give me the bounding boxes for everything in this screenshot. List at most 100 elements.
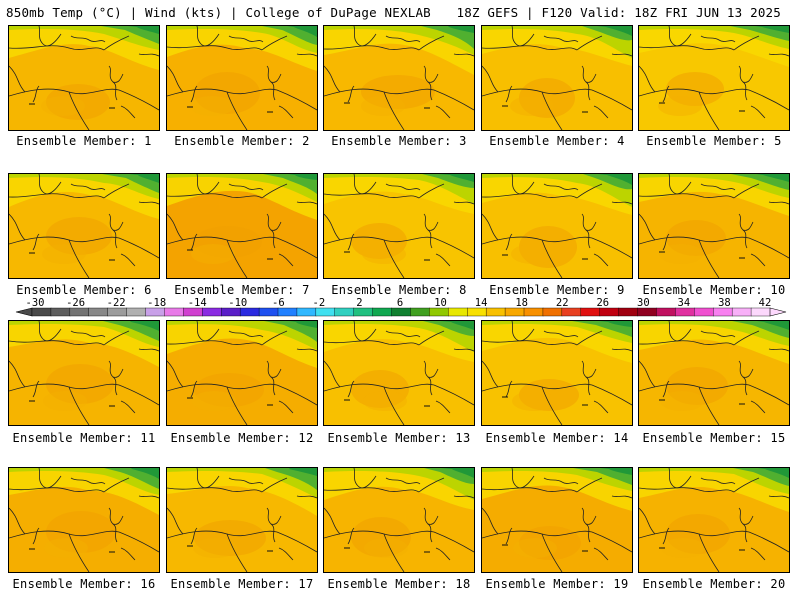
ensemble-member-caption: Ensemble Member: 15 [642,431,786,445]
ensemble-member-caption: Ensemble Member: 10 [642,283,786,297]
valid-time-label: 18Z GEFS | F120 Valid: 18Z FRI JUN 13 20… [456,5,781,20]
ensemble-member-caption: Ensemble Member: 3 [331,134,467,148]
ensemble-map-panel [166,25,318,131]
ensemble-map-panel [323,173,475,279]
colorbar-tick-label: 18 [515,297,528,309]
map-graphic [482,321,632,425]
colorbar-swatch [542,307,563,317]
colorbar-tick-label: 38 [718,297,731,309]
colorbar-swatch [145,307,165,317]
ensemble-map-panel [8,467,160,573]
map-graphic [324,321,474,425]
product-title: 850mb Temp (°C) | Wind (kts) | College o… [6,5,431,20]
colorbar-swatch [69,307,90,317]
ensemble-member-caption: Ensemble Member: 5 [646,134,782,148]
colorbar-swatch [126,307,147,317]
colorbar-tick-label: 14 [475,297,488,309]
map-graphic [639,468,789,572]
ensemble-member-caption: Ensemble Member: 2 [174,134,310,148]
colorbar-tick-label: 2 [356,297,362,309]
map-graphic [9,26,159,130]
ensemble-member-caption: Ensemble Member: 17 [170,577,314,591]
colorbar-swatch [656,307,676,317]
map-graphic [324,174,474,278]
ensemble-map-panel [481,320,633,426]
colorbar-tick-label: -10 [228,297,247,309]
ensemble-map-panel [323,25,475,131]
colorbar-swatch [239,307,260,317]
ensemble-map-panel [8,25,160,131]
colorbar-swatch [258,307,279,317]
ensemble-member-caption: Ensemble Member: 14 [485,431,629,445]
colorbar-swatch [561,307,582,317]
colorbar-swatch [448,307,468,317]
ensemble-map-panel [323,467,475,573]
ensemble-member-caption: Ensemble Member: 18 [327,577,471,591]
map-graphic [9,174,159,278]
colorbar-swatch [580,307,601,317]
colorbar-tick-label: -6 [272,297,285,309]
map-graphic [167,321,317,425]
ensemble-map-panel [638,320,790,426]
colorbar-swatch [485,307,506,317]
colorbar-swatch [107,307,128,317]
map-graphic [482,468,632,572]
map-graphic [482,26,632,130]
ensemble-map-panel [166,320,318,426]
ensemble-map-panel [166,467,318,573]
colorbar-swatch [731,307,752,317]
colorbar-tick-label: -2 [313,297,326,309]
ensemble-map-panel [481,25,633,131]
ensemble-member-caption: Ensemble Member: 7 [174,283,310,297]
colorbar-swatch [713,307,733,317]
colorbar-swatch [372,307,393,317]
colorbar-swatch [391,307,411,317]
ensemble-member-caption: Ensemble Member: 4 [489,134,625,148]
ensemble-member-caption: Ensemble Member: 12 [170,431,314,445]
ensemble-member-caption: Ensemble Member: 20 [642,577,786,591]
colorbar-tick-label: 26 [596,297,609,309]
ensemble-member-caption: Ensemble Member: 1 [16,134,152,148]
colorbar-swatch [467,307,487,317]
colorbar-tick-label: 30 [637,297,650,309]
colorbar-right-arrow [769,307,787,317]
colorbar-tick-label: 6 [397,297,403,309]
colorbar-tick-label: -18 [147,297,166,309]
colorbar-tick-label: -14 [188,297,207,309]
colorbar: -30 -26 -22 -18 -14 -10 -6 -2 2 6 10 14 18 22 26 30 34 38… [0,297,800,321]
map-graphic [482,174,632,278]
colorbar-tick-label: 42 [759,297,772,309]
colorbar-graphic: -30 -26 -22 -18 -14 -10 -6 -2 2 6 10 14 18 22 26 30 34 38… [15,297,787,317]
ensemble-map-panel [8,320,160,426]
colorbar-tick-label: -26 [66,297,85,309]
ensemble-member-caption: Ensemble Member: 11 [12,431,156,445]
colorbar-swatch [750,307,771,317]
colorbar-tick-label: 10 [434,297,447,309]
ensemble-member-caption: Ensemble Member: 6 [16,283,152,297]
ensemble-member-caption: Ensemble Member: 16 [12,577,156,591]
ensemble-map-panel [638,25,790,131]
colorbar-swatch [183,307,203,317]
colorbar-swatch [429,307,449,317]
ensemble-member-caption: Ensemble Member: 9 [489,283,625,297]
colorbar-tick-label: -30 [26,297,45,309]
colorbar-swatch [675,307,695,317]
colorbar-swatch [353,307,374,317]
colorbar-swatch [410,307,430,317]
colorbar-swatch [334,307,355,317]
colorbar-swatch [523,307,544,317]
map-graphic [9,321,159,425]
ensemble-map-panel [166,173,318,279]
colorbar-swatch [315,307,336,317]
ensemble-map-panel [481,467,633,573]
map-graphic [639,26,789,130]
colorbar-swatch [31,307,52,317]
map-graphic [167,174,317,278]
map-graphic [167,468,317,572]
colorbar-swatch [296,307,317,317]
colorbar-swatch [277,307,298,317]
ensemble-map-panel [481,173,633,279]
colorbar-swatch [694,307,714,317]
map-graphic [639,321,789,425]
colorbar-swatch [202,307,222,317]
